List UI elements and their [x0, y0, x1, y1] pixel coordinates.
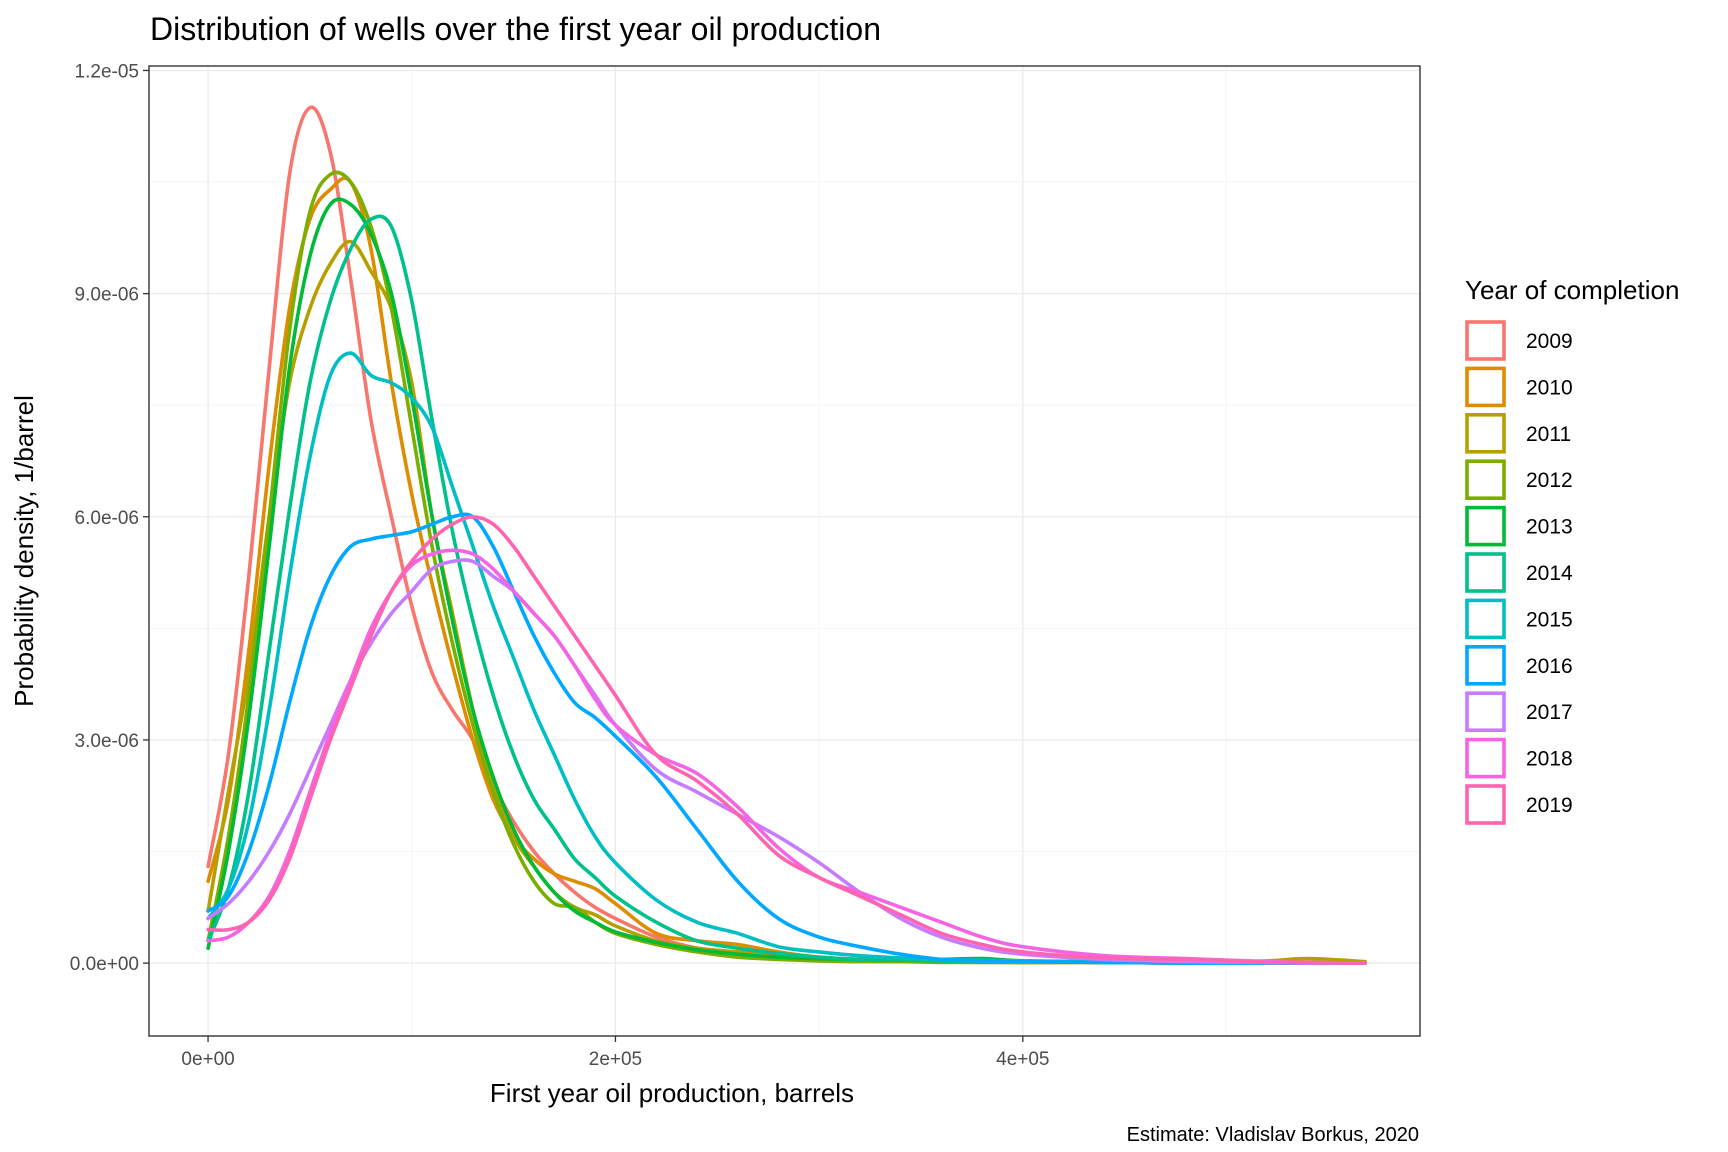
legend-label-2014: 2014 [1526, 562, 1573, 585]
y-tick-label: 1.2e-05 [75, 61, 139, 82]
legend-item-2015: 2015 [1465, 598, 1573, 640]
x-axis-title: First year oil production, barrels [490, 1078, 854, 1108]
y-axis-ticks: 0.0e+00 3.0e-06 6.0e-06 9.0e-06 1.2e-05 [70, 61, 149, 975]
legend-key-2016 [1465, 644, 1506, 686]
legend-key-2017 [1465, 691, 1506, 733]
legend-item-2009: 2009 [1465, 320, 1573, 361]
legend-key-2012 [1465, 459, 1506, 501]
legend-item-2011: 2011 [1465, 412, 1571, 454]
legend-label-2015: 2015 [1526, 608, 1573, 631]
y-tick-label: 0.0e+00 [70, 954, 139, 975]
legend-key-2011 [1465, 412, 1506, 454]
x-tick-label: 2e+05 [589, 1049, 642, 1070]
legend-label-2017: 2017 [1526, 701, 1573, 724]
chart-title: Distribution of wells over the first yea… [150, 11, 881, 47]
legend-label-2012: 2012 [1526, 469, 1573, 492]
legend-item-2016: 2016 [1465, 644, 1573, 686]
legend-key-2014 [1465, 552, 1506, 593]
panel-border [148, 65, 1421, 1037]
y-tick-label: 3.0e-06 [75, 731, 139, 752]
x-axis-ticks: 0e+00 2e+05 4e+05 [181, 1036, 1050, 1070]
series-line-2018 [206, 548, 1367, 965]
legend-label-2016: 2016 [1526, 655, 1573, 678]
legend-label-2013: 2013 [1526, 516, 1573, 539]
x-tick-label: 4e+05 [996, 1049, 1049, 1070]
legend-key-2018 [1465, 737, 1506, 779]
legend-item-2012: 2012 [1465, 459, 1573, 501]
y-tick-label: 6.0e-06 [75, 508, 139, 529]
legend-label-2009: 2009 [1526, 330, 1573, 353]
legend-item-2017: 2017 [1465, 691, 1573, 733]
legend-item-2014: 2014 [1465, 552, 1573, 593]
legend-key-2010 [1465, 366, 1506, 408]
legend-items: 2009 2010 2011 2012 2013 2014 2015 2016 2017 2018… [1465, 320, 1573, 825]
chart-caption: Estimate: Vladislav Borkus, 2020 [1127, 1124, 1419, 1146]
legend-item-2010: 2010 [1465, 366, 1573, 408]
legend-label-2010: 2010 [1526, 376, 1573, 399]
legend-item-2019: 2019 [1465, 784, 1573, 825]
legend-label-2019: 2019 [1526, 794, 1573, 817]
legend-label-2011: 2011 [1526, 423, 1571, 446]
legend-title: Year of completion [1465, 275, 1679, 305]
x-tick-label: 0e+00 [181, 1049, 234, 1070]
legend: Year of completion 200920102011201220132… [1465, 275, 1679, 825]
legend-key-2009 [1465, 320, 1506, 361]
legend-item-2013: 2013 [1465, 505, 1573, 547]
y-axis-title: Probability density, 1/barrel [9, 395, 39, 707]
legend-label-2018: 2018 [1526, 748, 1573, 771]
density-curves [206, 105, 1367, 965]
plot-panel [148, 65, 1421, 1037]
legend-key-2019 [1465, 784, 1506, 825]
legend-key-2015 [1465, 598, 1506, 640]
series-line-2016 [206, 512, 1367, 965]
legend-key-2013 [1465, 505, 1506, 547]
legend-item-2018: 2018 [1465, 737, 1573, 779]
y-tick-label: 9.0e-06 [75, 285, 139, 306]
series-line-2019 [206, 515, 1367, 965]
